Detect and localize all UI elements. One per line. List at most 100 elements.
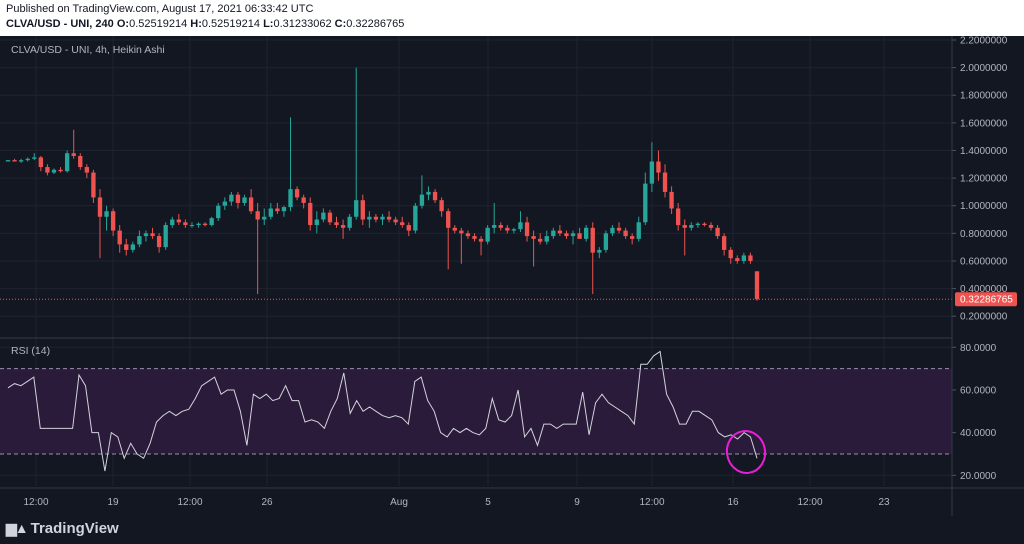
candle [518, 211, 523, 232]
candle-body [603, 233, 609, 250]
candle-body [163, 225, 168, 248]
candle [643, 172, 648, 226]
candle-body [281, 207, 287, 212]
rsi-axis[interactable]: 80.0000 60.0000 40.0000 20.0000 [952, 343, 997, 482]
rsi-tick-label: 40.0000 [960, 428, 997, 439]
published-info: Published on TradingView.com, August 17,… [6, 3, 314, 15]
low-value: 0.31233062 [273, 18, 332, 30]
candle-body [340, 225, 346, 228]
candle [84, 164, 90, 179]
brand[interactable]: ▆▲ TradingView [6, 520, 119, 537]
last-price-label: 0.32286765 [960, 295, 1013, 306]
price-tick-label: 1.0000000 [960, 201, 1008, 212]
candle-body [183, 222, 188, 226]
candle [577, 227, 582, 239]
time-tick-label: 12:00 [639, 497, 664, 508]
candle [689, 222, 694, 231]
chart-area[interactable]: 2.2000000 2.0000000 1.8000000 1.6000000 1.40… [0, 0, 1024, 516]
candle [544, 230, 549, 245]
rsi-tick-label: 20.0000 [960, 471, 997, 482]
candle-body [531, 236, 536, 239]
candle [229, 191, 234, 206]
candle [367, 211, 372, 228]
price-axis[interactable]: 2.2000000 2.0000000 1.8000000 1.6000000 1.40… [952, 36, 1008, 323]
candle-body [551, 230, 556, 237]
candle-body [32, 157, 37, 159]
candle [354, 67, 359, 220]
candle [97, 189, 103, 259]
candle [728, 247, 733, 264]
candle [275, 202, 280, 214]
candle-body [577, 233, 582, 239]
candle [163, 222, 168, 250]
candle-body [432, 191, 438, 201]
price-tick-label: 1.4000000 [960, 146, 1008, 157]
candle-body [354, 200, 359, 217]
candle [419, 175, 425, 209]
candle-body [426, 191, 431, 195]
candle-body [380, 216, 385, 220]
candle-body [669, 191, 674, 209]
candle-body [373, 216, 379, 220]
candle [538, 233, 543, 245]
last-price-tag: 0.32286765 [955, 292, 1017, 307]
candle [248, 189, 254, 214]
candle-body [51, 169, 57, 173]
candle [708, 222, 714, 231]
symbol-label: CLVA/USD - UNI, 240 [6, 18, 114, 30]
candle-body [485, 227, 490, 242]
tradingview-logo-icon: ▆▲ [6, 520, 29, 536]
candle-body [708, 225, 714, 228]
candle [675, 202, 681, 231]
candle-body [649, 161, 655, 184]
candle-body [590, 227, 595, 253]
candle [51, 168, 57, 174]
candle-body [728, 249, 733, 259]
candle [78, 153, 83, 170]
candle-body [347, 216, 352, 228]
candle-body [393, 219, 398, 223]
candle [281, 205, 287, 217]
candle-body [616, 227, 622, 231]
candle-body [170, 219, 175, 226]
candle [196, 222, 201, 228]
candle-body [242, 197, 247, 203]
candle-body [104, 211, 109, 217]
candle-body [38, 157, 44, 168]
candle-body [18, 160, 24, 162]
candle [170, 216, 175, 228]
candle [741, 252, 747, 264]
candle [426, 186, 431, 201]
candle-body [209, 218, 214, 226]
candle-body [754, 271, 760, 300]
candle [505, 225, 510, 234]
time-tick-label: 23 [878, 497, 890, 508]
time-tick-label: 16 [727, 497, 739, 508]
candle-body [64, 153, 70, 172]
time-axis[interactable]: 12:00 19 12:00 26 Aug 5 9 12:00 16 12:00 23 [23, 497, 890, 508]
candle-body [117, 230, 122, 245]
candle [524, 216, 530, 242]
candle-body [78, 156, 83, 168]
candle-body [419, 194, 425, 206]
candle-body [176, 219, 181, 223]
candle-body [275, 208, 280, 212]
candle-body [301, 197, 306, 203]
candle-body [235, 194, 241, 203]
candle-body [518, 222, 523, 230]
close-value: 0.32286765 [346, 18, 405, 30]
candle [64, 150, 70, 173]
candle [465, 230, 471, 239]
candle [202, 222, 208, 227]
rsi-tick-label: 60.0000 [960, 385, 997, 396]
candle [340, 219, 346, 239]
candle [590, 222, 595, 295]
rsi-tick-label: 80.0000 [960, 343, 997, 354]
candle [183, 219, 188, 228]
annotation-circle [725, 430, 767, 474]
candle [58, 167, 63, 173]
candle [130, 241, 136, 253]
rsi-band [0, 368, 952, 454]
candle [12, 158, 17, 162]
candle [189, 222, 195, 228]
